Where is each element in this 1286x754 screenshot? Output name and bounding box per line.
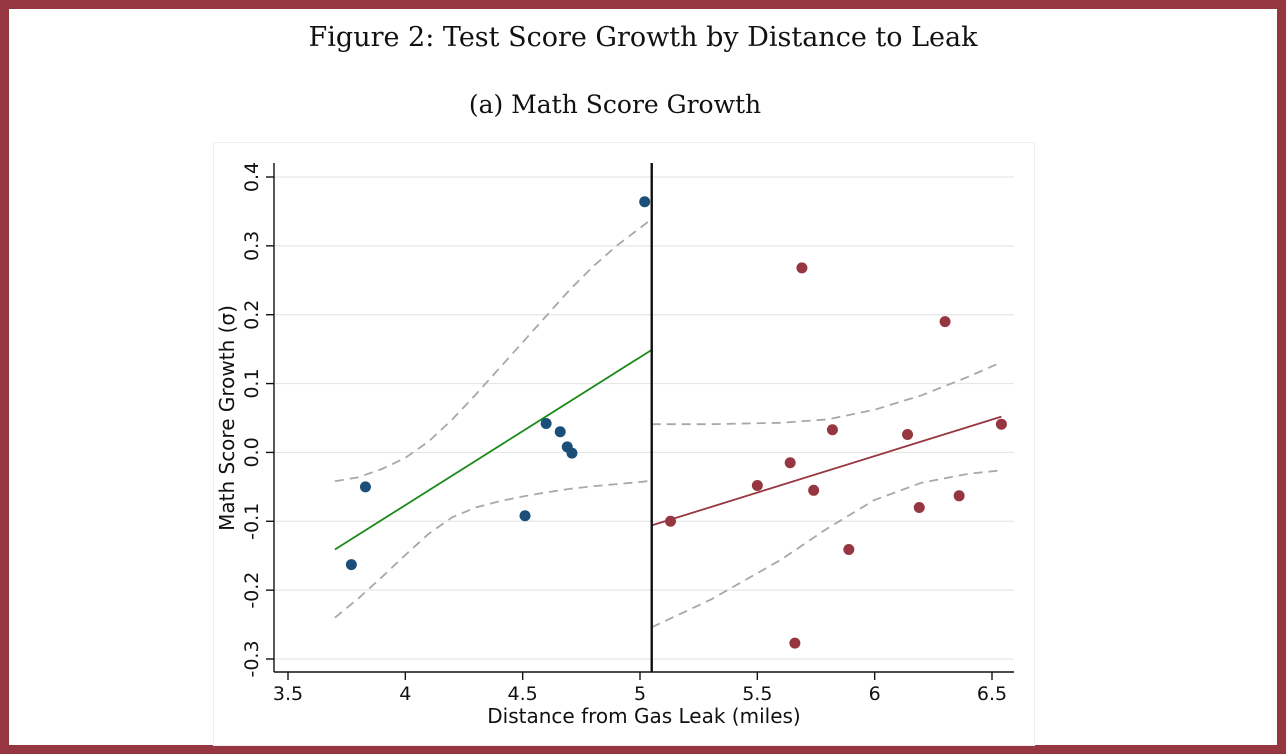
- y-axis-title: Math Score Growth (σ): [215, 305, 239, 531]
- x-tick-label: 4: [399, 683, 411, 705]
- axes: [266, 163, 1014, 680]
- x-tick-label: 4.5: [508, 683, 538, 705]
- data-point: [826, 424, 838, 436]
- data-point: [913, 502, 925, 514]
- data-point: [554, 426, 566, 438]
- data-point: [751, 479, 763, 491]
- data-point: [519, 510, 531, 522]
- data-point: [953, 490, 965, 502]
- x-tick-label: 5.5: [742, 683, 772, 705]
- figure-title: Figure 2: Test Score Growth by Distance …: [308, 22, 978, 53]
- fit-line-left: [334, 349, 653, 551]
- plot-background: [213, 142, 1035, 746]
- data-point: [808, 484, 820, 496]
- data-point: [902, 429, 914, 441]
- ci-upper-line-left: [334, 218, 653, 483]
- x-axis-title: Distance from Gas Leak (miles): [487, 704, 800, 728]
- x-tick-label: 6.5: [977, 683, 1007, 705]
- y-tick-label: 0.3: [241, 231, 263, 261]
- data-point: [843, 544, 855, 556]
- ci-lower-line-left: [334, 479, 652, 619]
- data-point: [359, 481, 371, 493]
- grid-lines: [274, 176, 1014, 660]
- x-tick-label: 6: [869, 683, 881, 705]
- ci-upper-line-right: [651, 361, 1002, 426]
- data-points: [345, 196, 1007, 649]
- y-tick-label: -0.3: [241, 640, 263, 677]
- data-point: [345, 559, 357, 571]
- y-tick-label: -0.1: [241, 503, 263, 540]
- data-point: [540, 418, 552, 430]
- y-tick-label: 0.2: [241, 300, 263, 330]
- y-tick-label: 0.1: [241, 368, 263, 398]
- y-tick-label: 0.4: [241, 162, 263, 192]
- confidence-bands: [334, 218, 1002, 629]
- tick-labels: 3.5 4 4.5 5 5.5 6 6.5 -0.3 -0.2 -0.1 0.0 0.1 0.2 0.3 0…: [241, 162, 1007, 705]
- figure-subtitle: (a) Math Score Growth: [468, 90, 762, 119]
- data-point: [639, 196, 651, 208]
- data-point: [796, 262, 808, 274]
- data-point: [789, 637, 801, 649]
- data-point: [665, 515, 677, 527]
- y-tick-label: -0.2: [241, 572, 263, 609]
- data-point: [784, 457, 796, 469]
- ci-lower-line-right: [651, 469, 1002, 629]
- data-point: [995, 418, 1007, 430]
- x-tick-label: 5: [634, 683, 646, 705]
- data-point: [939, 316, 951, 328]
- data-point: [566, 447, 578, 459]
- fit-line-right: [651, 415, 1002, 527]
- x-tick-label: 3.5: [273, 683, 303, 705]
- y-tick-label: 0.0: [241, 437, 263, 467]
- fit-lines: [334, 349, 1002, 551]
